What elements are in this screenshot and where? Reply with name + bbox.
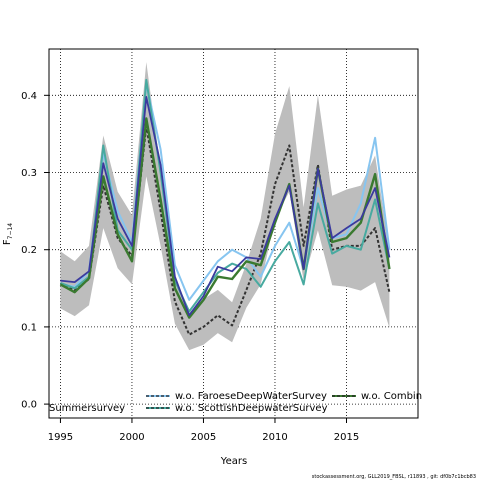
y-tick-label: 0.2 — [21, 245, 37, 256]
legend-label: Summersurvey — [49, 403, 125, 414]
legend-label: w.o. ScottishDeepwaterSurvey — [175, 403, 328, 414]
svg-text:F7−14: F7−14 — [2, 223, 14, 245]
series-line-summersurvey — [60, 96, 391, 317]
x-tick-label: 2005 — [191, 432, 216, 443]
ticks: 1995 2000 2005 2010 2015 0.0 0.1 0.2 0.3 0.4 — [21, 91, 359, 443]
x-tick-label: 2015 — [334, 432, 359, 443]
x-axis-title: Years — [220, 456, 247, 467]
plot-frame — [48, 48, 419, 419]
x-tick-label: 2010 — [262, 432, 287, 443]
x-tick-label: 2000 — [119, 432, 144, 443]
x-tick-label: 1995 — [48, 432, 73, 443]
legend: w.o. FaroeseDeepWaterSurvey w.o. Combin w.… — [49, 391, 422, 414]
y-tick-label: 0.4 — [21, 91, 37, 102]
y-tick-label: 0.0 — [21, 400, 37, 411]
legend-label: w.o. FaroeseDeepWaterSurvey — [175, 391, 327, 402]
y-axis-title: F7−14 — [2, 223, 14, 245]
y-tick-label: 0.3 — [21, 168, 37, 179]
legend-label: w.o. Combin — [361, 391, 422, 402]
series-layer — [59, 78, 391, 336]
series-line-w-o-combined — [59, 117, 391, 319]
y-axis-title-main: F — [2, 239, 13, 245]
y-axis-title-sub: 7−14 — [7, 223, 14, 240]
series-line-estimate — [60, 125, 391, 336]
y-tick-label: 0.1 — [21, 322, 37, 333]
footer-credit: stockassessment.org, GLL2019_FBSL, r1189… — [312, 474, 476, 480]
